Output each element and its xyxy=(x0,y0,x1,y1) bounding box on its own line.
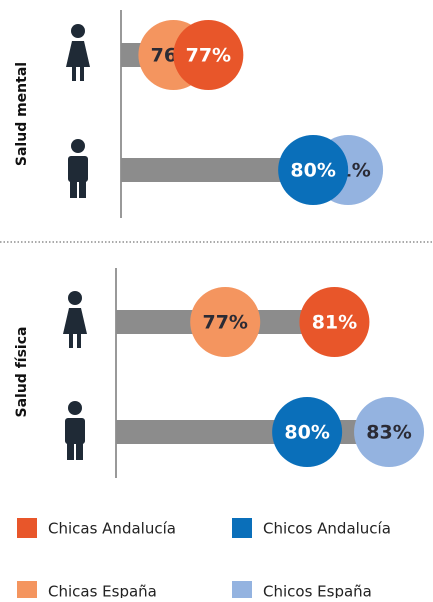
legend-swatch xyxy=(17,581,37,601)
bar xyxy=(116,420,390,444)
legend-label: Chicos España xyxy=(263,583,372,599)
legend-swatch xyxy=(232,581,252,601)
female-icon xyxy=(66,24,90,81)
legend-label: Chicas Andalucía xyxy=(48,520,176,538)
legend-swatch xyxy=(232,518,252,538)
data-label: 83% xyxy=(366,422,411,444)
dot xyxy=(278,135,349,205)
data-label: 80% xyxy=(284,422,329,444)
dot xyxy=(190,287,261,357)
male-icon xyxy=(65,401,85,460)
dot xyxy=(354,397,425,467)
dot xyxy=(299,287,370,357)
dot xyxy=(173,20,244,90)
panel-title: Salud física xyxy=(14,327,30,418)
data-label: 81% xyxy=(312,312,357,334)
legend-label: Chicas España xyxy=(48,583,157,599)
data-label: 77% xyxy=(202,312,247,334)
male-icon xyxy=(68,139,88,198)
dot xyxy=(272,397,343,467)
data-label: 77% xyxy=(186,45,231,67)
panel-title: Salud mental xyxy=(14,62,30,166)
icons xyxy=(63,24,90,460)
legend-swatch xyxy=(17,518,37,538)
legend-label: Chicos Andalucía xyxy=(263,520,391,538)
data-label: 80% xyxy=(290,160,335,182)
female-icon xyxy=(63,291,87,348)
